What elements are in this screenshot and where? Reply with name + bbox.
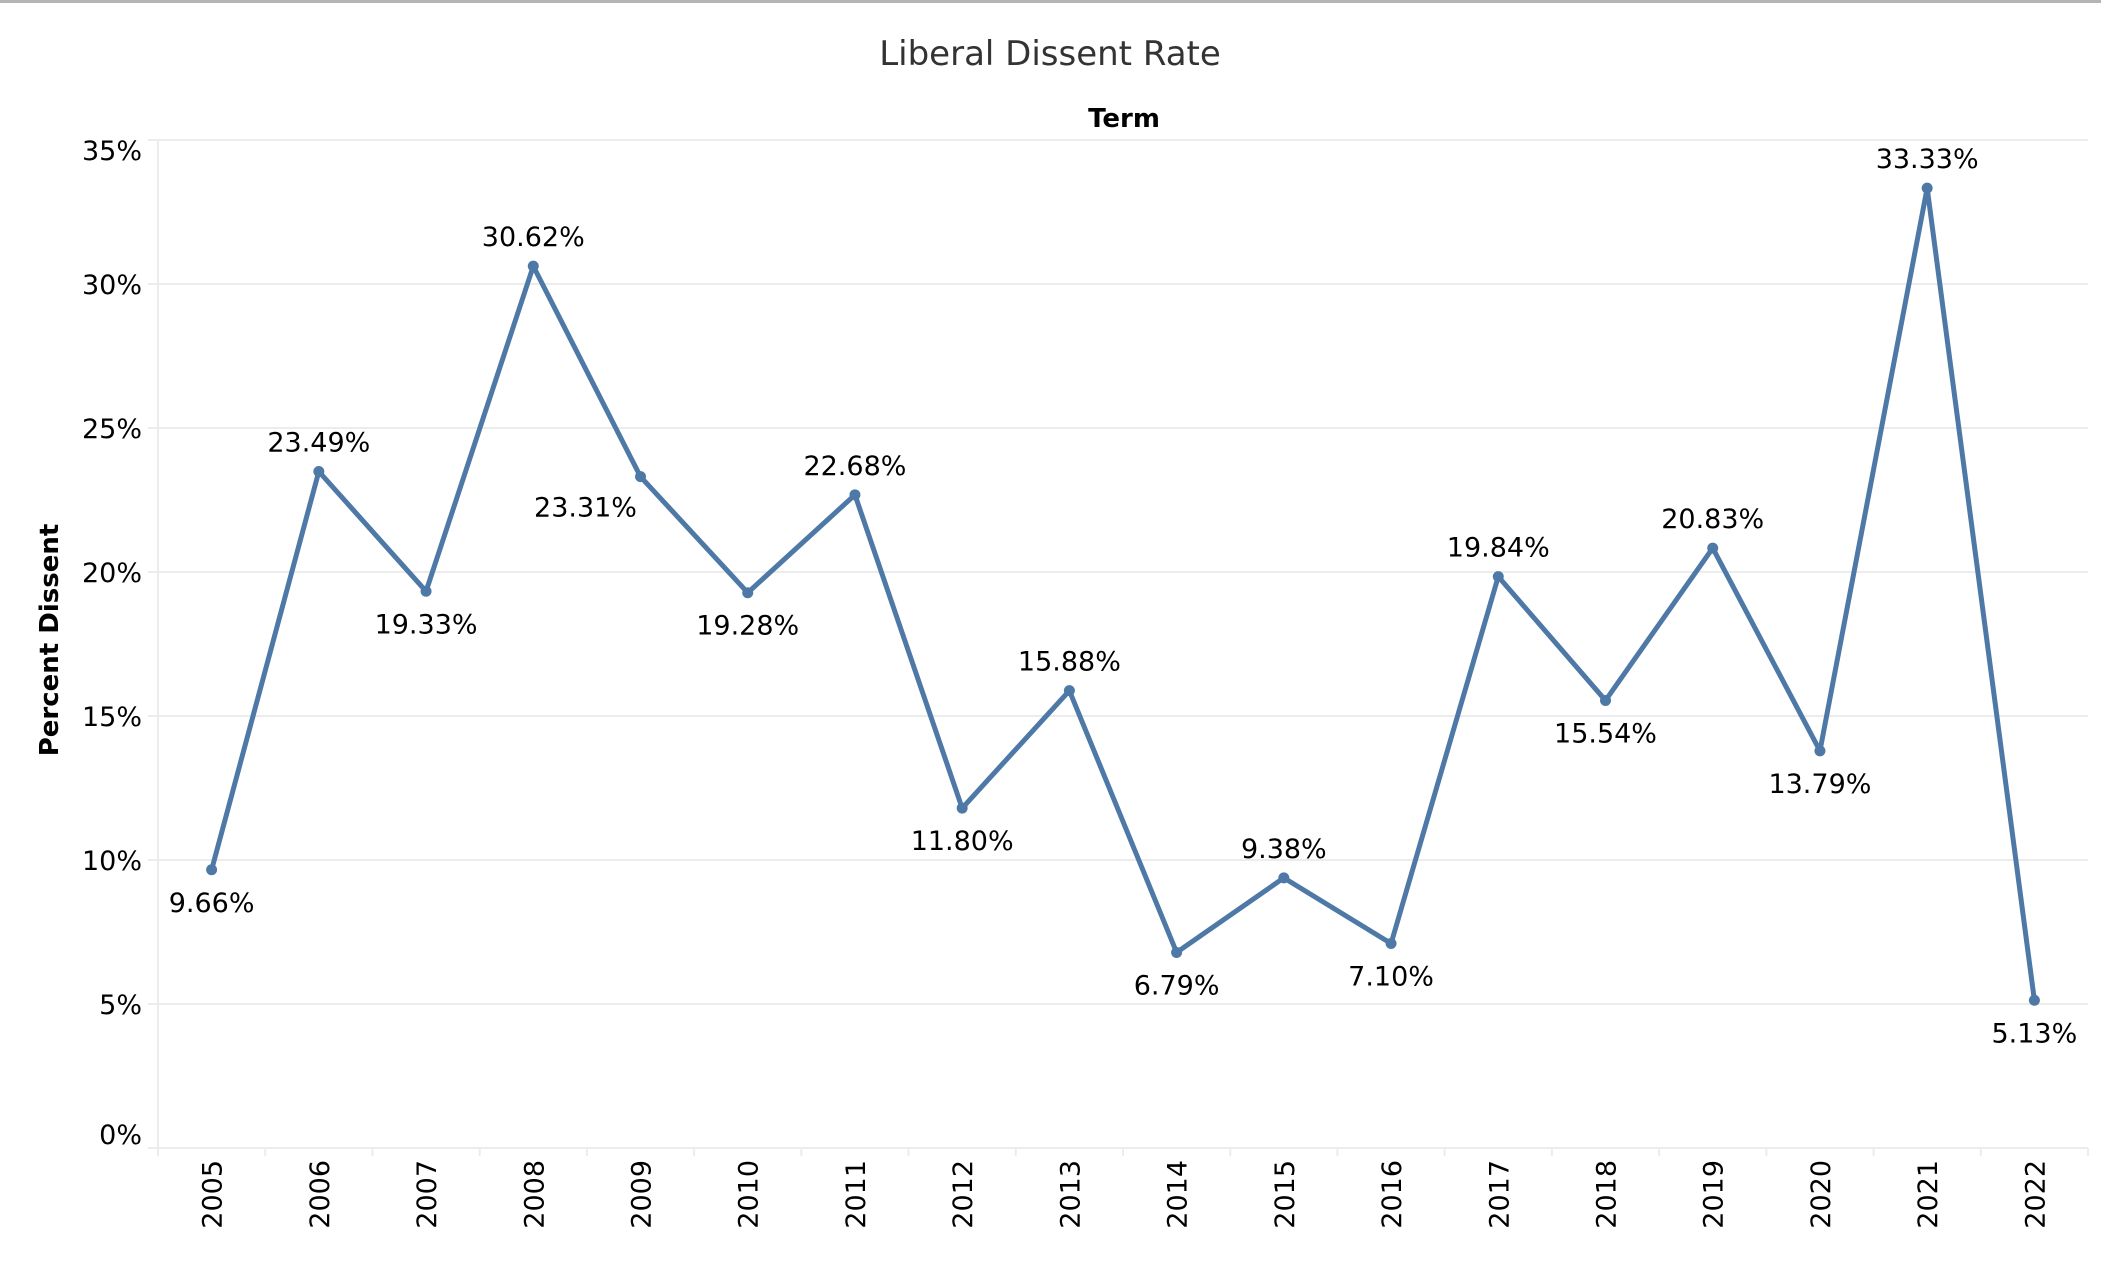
y-axis-ticks: 0% 5% 10% 15% 20% 25% 30% 35% [82, 136, 142, 1151]
x-tick-label: 2019 [1699, 1160, 1730, 1229]
x-tick-label: 2008 [519, 1160, 550, 1229]
x-tick-label: 2016 [1377, 1160, 1408, 1229]
data-point[interactable] [1063, 685, 1075, 697]
x-tick-label: 2021 [1913, 1160, 1944, 1229]
data-label: 19.84% [1447, 533, 1550, 564]
data-point[interactable] [742, 587, 754, 599]
series-line-group [209, 185, 2037, 1003]
data-label: 19.28% [696, 611, 799, 642]
data-point[interactable] [1707, 542, 1719, 554]
data-point[interactable] [1492, 571, 1504, 583]
column-header: Term [1088, 104, 1160, 134]
y-tick-label: 30% [82, 270, 142, 301]
y-tick-label: 25% [82, 414, 142, 445]
data-label: 7.10% [1348, 962, 1434, 993]
data-point[interactable] [206, 864, 218, 876]
data-label: 9.66% [169, 888, 255, 919]
top-border [0, 0, 2101, 3]
data-point[interactable] [2028, 994, 2040, 1006]
data-point[interactable] [849, 489, 861, 501]
data-point[interactable] [635, 471, 646, 483]
x-tick-label: 2015 [1270, 1160, 1301, 1229]
x-axis-ticks: 2005 2006 2007 2008 2009 2010 2011 2012 2013 2014… [157, 1148, 2089, 1229]
y-tick-label: 10% [82, 846, 142, 877]
data-labels: 9.66% 23.49% 19.33% 30.62% 23.31% 19.28% 22.68… [169, 144, 2078, 1049]
y-tick-label: 5% [99, 990, 142, 1021]
data-point[interactable] [1600, 694, 1611, 706]
y-tick-label: 0% [99, 1120, 142, 1151]
data-label: 33.33% [1876, 144, 1979, 175]
data-label: 15.54% [1554, 718, 1657, 749]
data-label: 19.33% [375, 609, 478, 640]
data-label: 15.88% [1018, 647, 1121, 678]
data-label: 20.83% [1661, 504, 1764, 535]
x-tick-label: 2014 [1163, 1160, 1194, 1229]
x-tick-label: 2020 [1806, 1160, 1837, 1229]
series-points [206, 182, 2040, 1006]
data-point[interactable] [420, 585, 432, 597]
data-point[interactable] [1814, 745, 1826, 757]
chart-title: Liberal Dissent Rate [879, 34, 1221, 74]
x-tick-label: 2022 [2020, 1160, 2051, 1229]
data-point[interactable] [313, 465, 325, 477]
series-line [209, 185, 2037, 1003]
x-tick-label: 2012 [948, 1160, 979, 1229]
x-tick-label: 2011 [841, 1160, 872, 1229]
data-point[interactable] [1385, 938, 1397, 950]
x-tick-label: 2010 [734, 1160, 765, 1229]
data-label: 9.38% [1241, 834, 1327, 865]
data-point[interactable] [527, 260, 539, 272]
data-point[interactable] [1171, 946, 1183, 958]
x-tick-label: 2007 [412, 1160, 443, 1229]
data-label: 23.49% [267, 427, 370, 458]
data-label: 30.62% [482, 222, 585, 253]
data-label: 11.80% [911, 826, 1014, 857]
x-tick-label: 2006 [305, 1160, 336, 1229]
data-label: 5.13% [1991, 1018, 2077, 1049]
data-label: 22.68% [803, 451, 906, 482]
x-tick-label: 2009 [627, 1160, 658, 1229]
y-axis-label: Percent Dissent [35, 524, 65, 757]
y-tick-label: 20% [82, 558, 142, 589]
data-point[interactable] [1921, 182, 1933, 194]
gridlines [148, 139, 2088, 1156]
data-point[interactable] [1278, 872, 1290, 884]
data-label: 6.79% [1134, 970, 1220, 1001]
x-tick-label: 2005 [198, 1160, 229, 1229]
data-point[interactable] [956, 802, 968, 814]
x-tick-label: 2018 [1592, 1160, 1623, 1229]
x-tick-label: 2017 [1484, 1160, 1515, 1229]
data-label: 23.31% [534, 493, 637, 524]
y-tick-label: 15% [82, 702, 142, 733]
data-label: 13.79% [1768, 769, 1871, 800]
y-tick-label: 35% [82, 136, 142, 167]
x-tick-label: 2013 [1055, 1160, 1086, 1229]
